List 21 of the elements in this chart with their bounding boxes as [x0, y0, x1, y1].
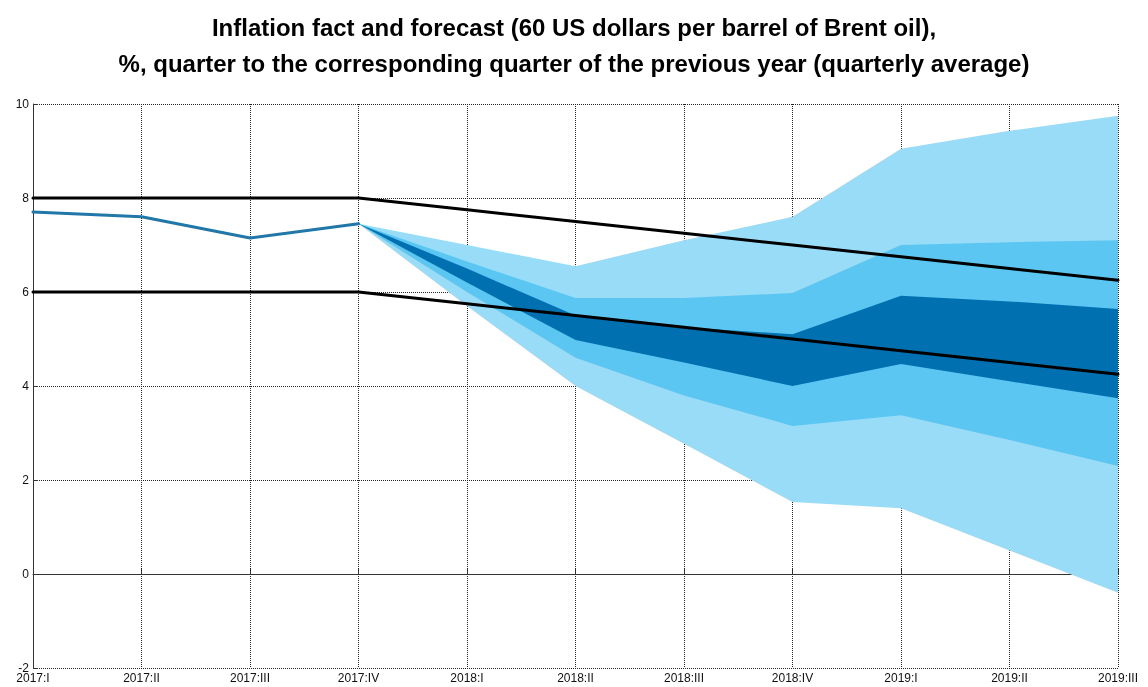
x-tick-label: 2019:III — [1097, 671, 1139, 685]
x-tick-label: 2018:III — [663, 671, 705, 685]
y-tick-label: 8 — [22, 191, 30, 205]
x-tick-label: 2018:II — [557, 671, 594, 685]
line-series — [31, 196, 1120, 282]
y-tick-label: 0 — [22, 567, 30, 581]
x-tick-label: 2019:I — [884, 671, 918, 685]
y-tick-label: 6 — [22, 285, 30, 299]
x-tick-label: 2018:I — [450, 671, 484, 685]
x-tick-label: 2017:I — [16, 671, 50, 685]
x-tick-label: 2018:IV — [771, 671, 814, 685]
x-tick-label: 2017:II — [123, 671, 160, 685]
y-tick-label: 10 — [15, 97, 30, 111]
line-series — [31, 210, 360, 240]
x-tick-label: 2017:IV — [337, 671, 380, 685]
y-tick-label: 4 — [22, 379, 30, 393]
chart-title: Inflation fact and forecast (60 US dollars per barrel of Brent oil), %, quarter to the corresponding quarter of the previous year (quarterly average) — [118, 13, 1030, 77]
x-tick-label: 2019:II — [991, 671, 1028, 685]
line-series — [31, 290, 1120, 376]
y-tick-label: 2 — [22, 473, 30, 487]
x-tick-label: 2017:III — [229, 671, 271, 685]
